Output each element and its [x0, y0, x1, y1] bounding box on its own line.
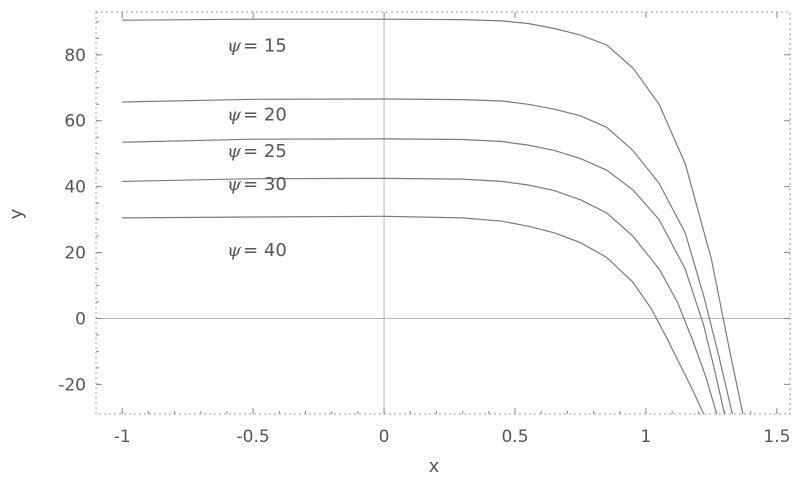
- curve-label-1: ψ = 20: [227, 105, 287, 126]
- x-axis-title: x: [429, 456, 440, 477]
- curve-label-3: ψ = 30: [227, 174, 287, 195]
- series-line-2: [122, 138, 726, 414]
- y-tick-label: -20: [58, 375, 86, 395]
- series-line-3: [122, 177, 718, 414]
- x-tick-label: -0.5: [237, 427, 270, 447]
- y-axis-title: y: [6, 208, 27, 219]
- curve-label-2: ψ = 25: [227, 141, 287, 162]
- x-tick-label: 0.5: [501, 427, 528, 447]
- x-tick-label: 1.5: [763, 427, 790, 447]
- y-tick-label: 40: [64, 178, 86, 198]
- x-tick-label: -1: [114, 427, 131, 447]
- series-line-0: [122, 18, 744, 414]
- y-tick-label: 20: [64, 244, 86, 264]
- plot-frame: [95, 11, 791, 415]
- y-tick-label: 80: [64, 46, 86, 66]
- axes: -1 -0.5 0 0.5 1 1.5 -20 0 20 40 60 80: [58, 12, 790, 447]
- curve-label-0: ψ = 15: [227, 36, 287, 57]
- curve-labels: ψ = 15 ψ = 20 ψ = 25 ψ = 30 ψ = 40: [227, 36, 287, 261]
- x-tick-label: 1: [641, 427, 652, 447]
- curve-label-4: ψ = 40: [227, 240, 287, 261]
- y-tick-label: 0: [75, 309, 86, 329]
- series-group: [122, 18, 744, 414]
- series-line-1: [122, 98, 733, 414]
- plot-border: [95, 11, 791, 415]
- y-tick-label: 60: [64, 112, 86, 132]
- series-line-4: [122, 215, 705, 414]
- x-tick-label: 0: [379, 427, 390, 447]
